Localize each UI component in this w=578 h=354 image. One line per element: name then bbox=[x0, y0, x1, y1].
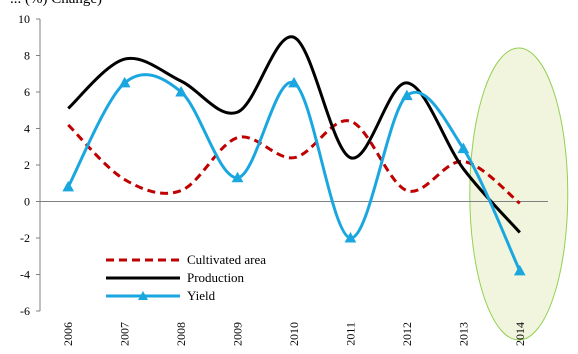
series-layer bbox=[62, 35, 526, 276]
y-tick-label: 10 bbox=[18, 12, 30, 26]
point-yield-2007 bbox=[118, 76, 131, 88]
x-tick-label: 2010 bbox=[287, 322, 301, 346]
axes: -6 -4 -2 0 2 4 6 8 10 2006 2007 2008 2009 2010 2011 201… bbox=[18, 12, 548, 346]
legend-label-cultivated-area: Cultivated area bbox=[187, 252, 266, 267]
x-tick-label: 2013 bbox=[456, 322, 470, 346]
x-tick-label: 2006 bbox=[61, 322, 75, 346]
point-yield-2009 bbox=[231, 171, 244, 183]
legend-marker-yield bbox=[138, 291, 148, 300]
point-yield-2013 bbox=[457, 142, 470, 154]
y-tick-label: 4 bbox=[24, 122, 30, 136]
x-tick-label: 2012 bbox=[400, 322, 414, 346]
legend-label-yield: Yield bbox=[187, 288, 216, 303]
x-tick-label: 2007 bbox=[118, 322, 132, 346]
y-tick-label: 8 bbox=[24, 49, 30, 63]
x-tick-label: 2008 bbox=[174, 322, 188, 346]
point-yield-2012 bbox=[401, 89, 413, 101]
legend: Cultivated area Production Yield bbox=[106, 252, 266, 303]
series-line-yield bbox=[66, 73, 522, 272]
y-tick-label: 6 bbox=[24, 85, 30, 99]
y-tick-label: 2 bbox=[24, 158, 30, 172]
point-yield-2014 bbox=[513, 264, 526, 276]
x-tick-label: 2011 bbox=[343, 322, 357, 346]
x-tick-label: 2009 bbox=[231, 322, 245, 346]
chart-top-caption: ... (%) Change) bbox=[10, 0, 102, 8]
series-line-production bbox=[67, 35, 521, 234]
y-tick-label: -2 bbox=[20, 231, 30, 245]
highlight-ellipse bbox=[469, 47, 569, 341]
y-tick-label: 0 bbox=[24, 195, 30, 209]
series-line-cultivated-area bbox=[67, 119, 521, 205]
legend-label-production: Production bbox=[187, 270, 245, 285]
highlight-layer bbox=[469, 47, 569, 341]
x-tick-label: 2014 bbox=[513, 322, 527, 346]
point-yield-2008 bbox=[175, 85, 187, 97]
point-yield-2006 bbox=[62, 180, 75, 192]
point-yield-2011 bbox=[344, 231, 357, 243]
point-yield-2010 bbox=[288, 76, 300, 88]
y-tick-label: -6 bbox=[20, 304, 30, 318]
y-tick-label: -4 bbox=[20, 268, 30, 282]
